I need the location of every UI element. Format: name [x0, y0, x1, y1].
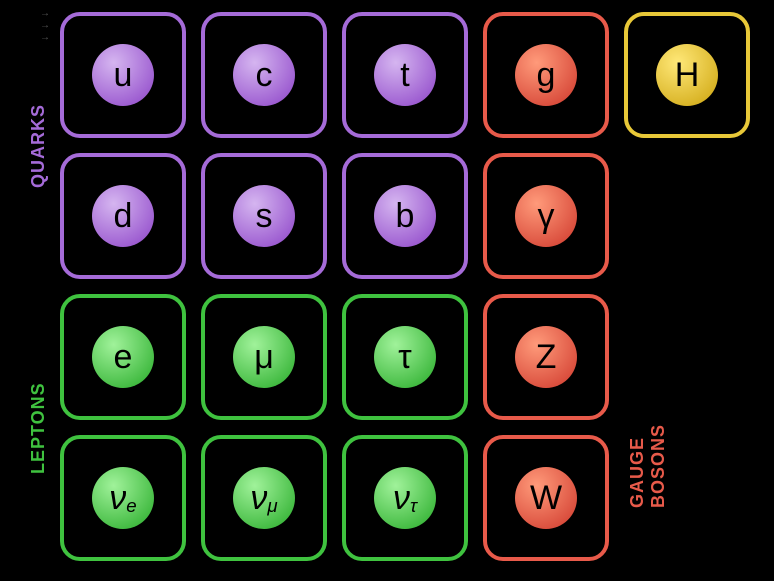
particle-cell-Z: Z	[483, 294, 609, 420]
particle-ball: H	[656, 44, 718, 106]
particle-symbol: Z	[536, 340, 557, 374]
particle-symbol: W	[530, 481, 562, 515]
particle-ball: g	[515, 44, 577, 106]
particle-symbol: τ	[398, 340, 411, 374]
particle-cell-μ: μ	[201, 294, 327, 420]
particle-ball: Z	[515, 326, 577, 388]
particle-symbol: H	[675, 58, 700, 92]
particle-cell-τ: τ	[342, 294, 468, 420]
particle-symbol: ντ	[393, 481, 417, 515]
particle-cell-νμ: νμ	[201, 435, 327, 561]
particle-cell-W: W	[483, 435, 609, 561]
particle-cell-e: e	[60, 294, 186, 420]
particle-symbol: γ	[538, 199, 555, 233]
particle-ball: u	[92, 44, 154, 106]
arrow-markers: →→→	[40, 8, 50, 44]
particle-ball: νe	[92, 467, 154, 529]
particle-cell-b: b	[342, 153, 468, 279]
particle-subscript: μ	[267, 497, 277, 516]
particle-subscript: e	[126, 497, 136, 516]
particle-ball: νμ	[233, 467, 295, 529]
particle-ball: b	[374, 185, 436, 247]
particle-symbol: μ	[254, 340, 274, 374]
particle-symbol: νμ	[250, 481, 277, 515]
particle-symbol: t	[400, 58, 409, 92]
particle-symbol: νe	[109, 481, 136, 515]
particle-cell-c: c	[201, 12, 327, 138]
leptons-label: LEPTONS	[28, 348, 49, 508]
particle-subscript: τ	[410, 497, 417, 516]
particle-cell-t: t	[342, 12, 468, 138]
particle-symbol: c	[256, 58, 273, 92]
particle-ball: s	[233, 185, 295, 247]
particle-ball: γ	[515, 185, 577, 247]
particle-cell-g: g	[483, 12, 609, 138]
particle-ball: W	[515, 467, 577, 529]
particle-symbol: s	[256, 199, 273, 233]
particle-ball: μ	[233, 326, 295, 388]
particle-symbol: g	[537, 58, 556, 92]
particle-symbol: d	[114, 199, 133, 233]
particle-ball: e	[92, 326, 154, 388]
particle-ball: t	[374, 44, 436, 106]
particle-ball: c	[233, 44, 295, 106]
particle-cell-γ: γ	[483, 153, 609, 279]
quarks-label: QUARKS	[28, 66, 49, 226]
particle-cell-νe: νe	[60, 435, 186, 561]
particle-cell-s: s	[201, 153, 327, 279]
particle-cell-u: u	[60, 12, 186, 138]
gauge-bosons-label: GAUGE BOSONS	[627, 348, 669, 508]
particle-symbol: u	[114, 58, 133, 92]
particle-symbol: b	[396, 199, 415, 233]
particle-ball: ντ	[374, 467, 436, 529]
particle-cell-ντ: ντ	[342, 435, 468, 561]
particle-cell-H: H	[624, 12, 750, 138]
particle-ball: d	[92, 185, 154, 247]
particle-cell-d: d	[60, 153, 186, 279]
particle-symbol: e	[114, 340, 133, 374]
particle-ball: τ	[374, 326, 436, 388]
